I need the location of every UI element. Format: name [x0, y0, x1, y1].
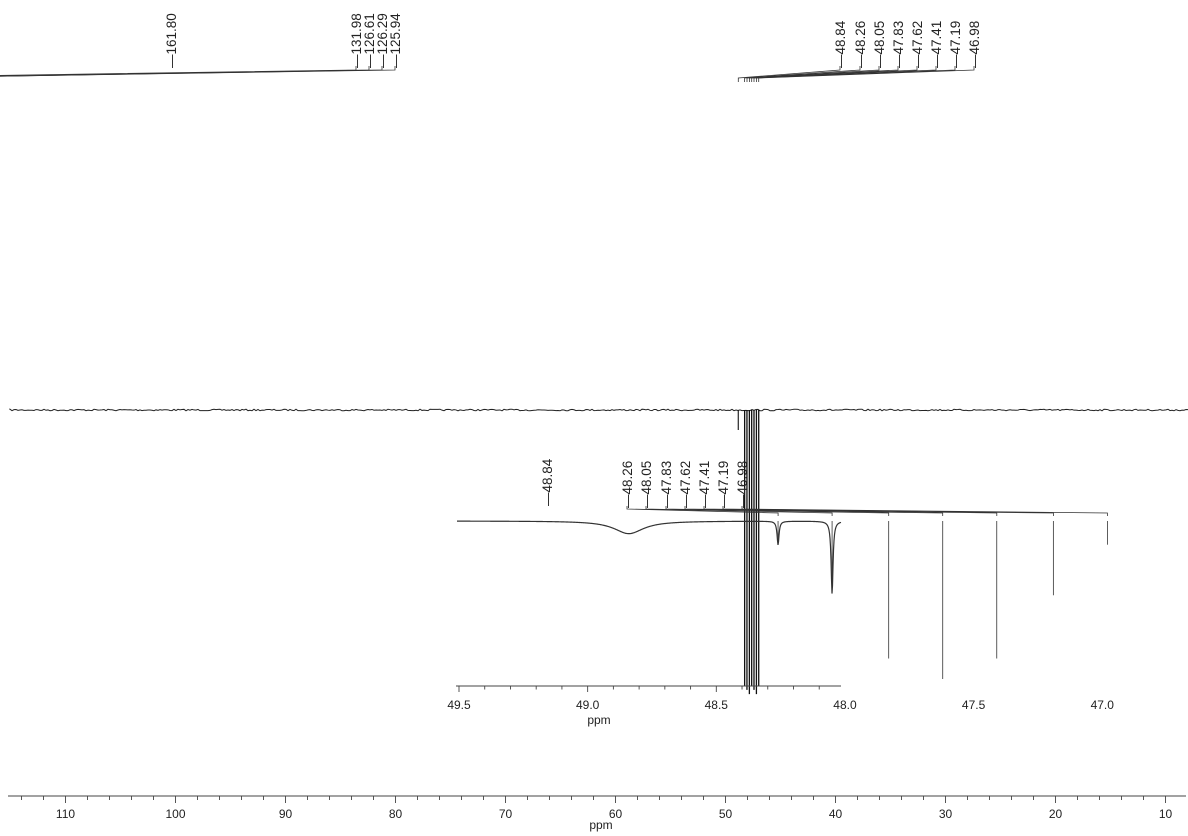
- inset-peak-label-connector: [645, 506, 833, 516]
- main-tick-label: 40: [829, 807, 843, 821]
- main-peak-label: —47.83: [891, 21, 906, 68]
- main-peak-label: —46.98: [967, 21, 982, 68]
- main-tick-label: 50: [719, 807, 733, 821]
- main-tick-label: 110: [56, 807, 75, 821]
- inset-spectrum: [457, 520, 1108, 679]
- main-peak-label-connector: [758, 66, 975, 82]
- main-tick-label: 90: [279, 807, 293, 821]
- main-tick-label: 20: [1049, 807, 1063, 821]
- inset-peak-label-connector: [741, 506, 1108, 516]
- main-x-axis-label: ppm: [589, 818, 612, 832]
- inset-tick-label: 48.0: [833, 698, 857, 712]
- main-peak-label: —48.05: [872, 21, 887, 68]
- main-peak-label-connector: [737, 66, 841, 82]
- main-peak-label: —48.26: [853, 21, 868, 68]
- main-tick-label: 10: [1159, 807, 1173, 821]
- inset-peak-label: —48.84: [540, 458, 555, 506]
- main-peak-label: —161.80: [164, 13, 179, 68]
- inset-peak-label-connector: [665, 506, 890, 516]
- main-peak-label: —48.84: [833, 20, 848, 68]
- main-peak-label: —47.41: [929, 21, 944, 68]
- main-tick-label: 30: [939, 807, 953, 821]
- inset-tick-label: 47.0: [1091, 698, 1115, 712]
- main-tick-label: 100: [165, 807, 185, 821]
- main-tick-label: 60: [609, 807, 623, 821]
- inset-peak-labels: —48.84 —48.26 —48.05 —47.83 —47.62 —47.41 —47.…: [540, 458, 1108, 516]
- inset-peak-label: —47.41: [697, 461, 712, 508]
- main-peak-label-connector: [749, 66, 899, 82]
- main-peak-label: —126.61: [362, 13, 377, 68]
- main-peak-label-connector: [0, 66, 383, 77]
- main-peak-labels: —161.80 —131.98—126.61—126.29—125.94 —48.8…: [0, 13, 982, 82]
- inset-peak-label: —48.26: [620, 461, 635, 508]
- main-tick-label: 70: [499, 807, 513, 821]
- main-peak-label: —131.98: [349, 13, 364, 68]
- main-peak-label: —47.62: [910, 21, 925, 68]
- main-peak-label-connector: [744, 66, 861, 82]
- main-x-axis: 1801701601501401301201101009080706050403…: [8, 795, 1186, 821]
- inset-trace: [457, 520, 842, 594]
- inset-peak-label: —47.19: [716, 461, 731, 508]
- inset-tick-label: 49.5: [447, 698, 471, 712]
- inset-peak-label: —48.05: [639, 461, 654, 508]
- main-peak-label-connector: [0, 66, 357, 76]
- inset-tick-label: 48.5: [705, 698, 729, 712]
- main-peak-label: —125.94: [388, 13, 403, 68]
- inset-peak-label: —47.83: [659, 461, 674, 508]
- main-peak-label-connector: [0, 66, 370, 77]
- inset-peak-label-connector: [684, 506, 944, 516]
- main-peak-label: —126.29: [375, 13, 390, 68]
- main-spectrum: [9, 408, 1188, 695]
- main-spectrum-baseline: [9, 408, 1188, 412]
- inset-peak-label-connector: [703, 506, 998, 516]
- main-peak-label-connector: [746, 66, 880, 82]
- main-peak-label: —47.19: [948, 21, 963, 68]
- inset-peak-label: —47.62: [678, 461, 693, 508]
- inset-peak-label-connector: [626, 506, 779, 516]
- main-peak-label-connector: [753, 66, 937, 82]
- inset-x-axis: 49.549.048.548.047.547.046.5: [447, 685, 1115, 712]
- inset-tick-label: 47.5: [962, 698, 986, 712]
- main-peak-label-connector: [0, 66, 396, 77]
- inset-x-axis-label: ppm: [587, 713, 610, 727]
- main-peak-label-connector: [751, 66, 918, 82]
- inset-tick-label: 49.0: [576, 698, 600, 712]
- inset-peak-label: —46.98: [735, 461, 750, 508]
- main-tick-label: 80: [389, 807, 403, 821]
